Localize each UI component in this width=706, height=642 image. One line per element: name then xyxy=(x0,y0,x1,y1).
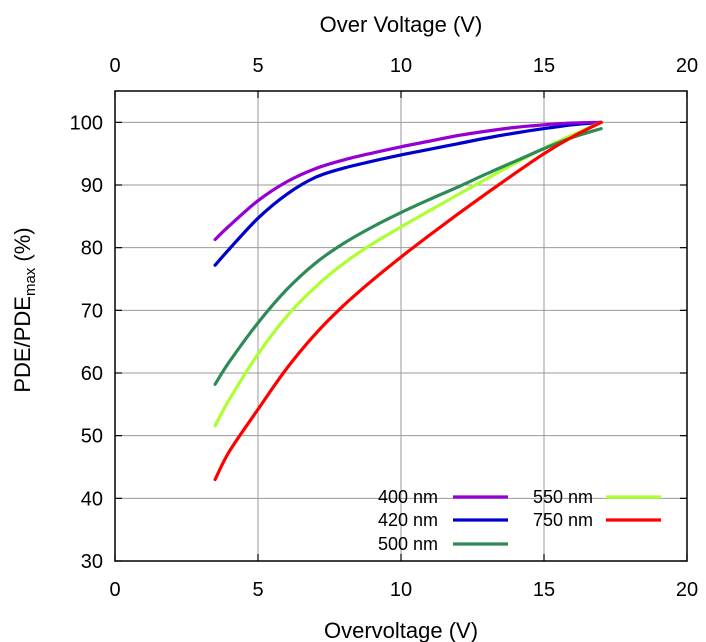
series-line-750-nm xyxy=(213,120,603,482)
y-axis-title-subscript: max xyxy=(22,267,39,296)
series-line-550-nm xyxy=(213,120,603,428)
y-axis-title-unit: (%) xyxy=(10,227,35,267)
x-tick-label: 20 xyxy=(676,579,698,601)
x-axis-title: Overvoltage (V) xyxy=(324,618,478,642)
y-axis-title-main: PDE/PDE xyxy=(10,296,35,393)
x-tick-label: 5 xyxy=(252,579,263,601)
y-tick-label: 40 xyxy=(81,488,103,510)
legend-label-500-nm: 500 nm xyxy=(378,534,438,554)
y-tick-label: 30 xyxy=(81,551,103,573)
y-axis-title: PDE/PDEmax (%) xyxy=(10,227,39,392)
x2-axis-title: Over Voltage (V) xyxy=(320,12,483,37)
series-line-400-nm xyxy=(213,120,603,242)
x2-tick-label: 20 xyxy=(676,55,698,77)
x2-tick-label: 5 xyxy=(252,55,263,77)
y-tick-label: 50 xyxy=(81,426,103,448)
x2-tick-label: 10 xyxy=(390,55,412,77)
x-tick-label: 15 xyxy=(533,579,555,601)
legend: 400 nm 420 nm 500 nm 550 nm 750 nm xyxy=(378,487,661,554)
y-tick-label: 60 xyxy=(81,363,103,385)
x2-tick-label: 15 xyxy=(533,55,555,77)
series-line-420-nm xyxy=(213,120,603,267)
series-line-500-nm xyxy=(213,127,603,386)
x2-tick-label: 0 xyxy=(109,55,120,77)
x-tick-label: 0 xyxy=(109,579,120,601)
tick-labels: 0 0 5 5 10 10 15 15 20 20 30 40 50 60 70 80 90 100 xyxy=(70,55,699,601)
legend-label-550-nm: 550 nm xyxy=(533,487,593,507)
y-tick-label: 100 xyxy=(70,112,103,134)
legend-label-420-nm: 420 nm xyxy=(378,510,438,530)
x-tick-label: 10 xyxy=(390,579,412,601)
y-tick-label: 80 xyxy=(81,238,103,260)
legend-label-400-nm: 400 nm xyxy=(378,487,438,507)
plot-series xyxy=(213,120,603,482)
y-tick-label: 90 xyxy=(81,175,103,197)
y-tick-label: 70 xyxy=(81,300,103,322)
legend-label-750-nm: 750 nm xyxy=(533,510,593,530)
